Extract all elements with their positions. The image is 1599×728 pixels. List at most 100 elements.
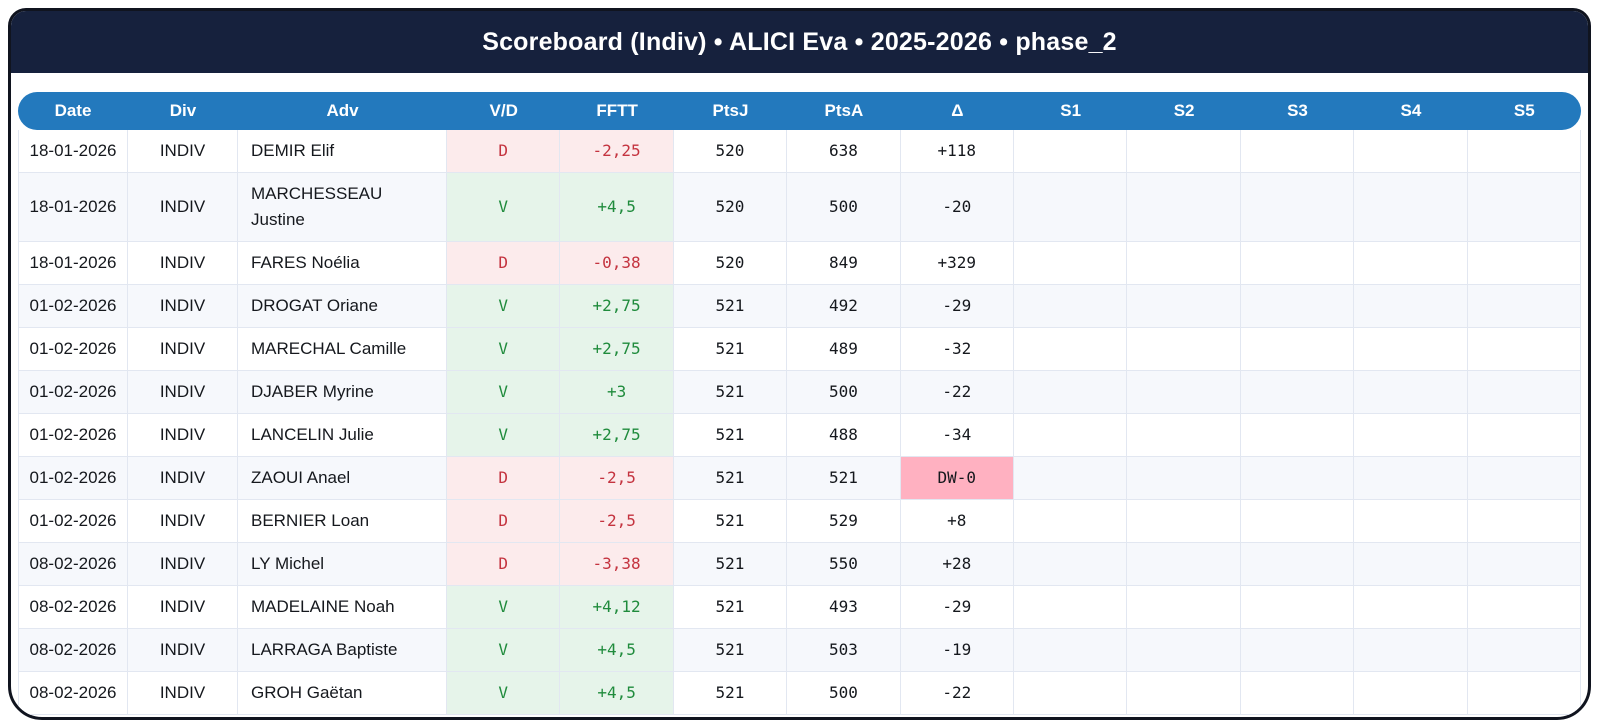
cell-date: 18-01-2026 bbox=[18, 173, 128, 242]
cell-s5 bbox=[1467, 629, 1581, 672]
cell-vd: V bbox=[447, 285, 561, 328]
cell-adv: MARECHAL Camille bbox=[238, 328, 447, 371]
cell-s3 bbox=[1240, 242, 1355, 285]
column-header-vd: V/D bbox=[489, 101, 518, 120]
cell-s2 bbox=[1127, 414, 1241, 457]
cell-s1 bbox=[1014, 457, 1128, 500]
column-header-s4: S4 bbox=[1400, 101, 1422, 120]
cell-adv: MARCHESSEAU Justine bbox=[238, 173, 447, 242]
cell-fftt: +4,12 bbox=[560, 586, 674, 629]
cell-s2 bbox=[1127, 672, 1241, 715]
cell-vd: D bbox=[447, 457, 561, 500]
table-row: 08-02-2026 INDIV LY Michel D -3,38 521 5… bbox=[18, 543, 1581, 586]
cell-s1 bbox=[1014, 371, 1128, 414]
table-row: 01-02-2026 INDIV DJABER Myrine V +3 521 … bbox=[18, 371, 1581, 414]
cell-div: INDIV bbox=[128, 629, 238, 672]
cell-adv: LY Michel bbox=[238, 543, 447, 586]
table-row: 01-02-2026 INDIV DROGAT Oriane V +2,75 5… bbox=[18, 285, 1581, 328]
cell-date: 01-02-2026 bbox=[18, 328, 128, 371]
cell-ptsa: 849 bbox=[787, 242, 901, 285]
cell-div: INDIV bbox=[128, 586, 238, 629]
cell-s3 bbox=[1240, 457, 1355, 500]
cell-s2 bbox=[1127, 130, 1241, 173]
title-bar: Scoreboard (Indiv) • ALICI Eva • 2025-20… bbox=[11, 11, 1588, 73]
cell-date: 18-01-2026 bbox=[18, 242, 128, 285]
cell-fftt: +2,75 bbox=[560, 285, 674, 328]
cell-fftt: -2,5 bbox=[560, 457, 674, 500]
cell-date: 18-01-2026 bbox=[18, 130, 128, 173]
cell-s3 bbox=[1240, 672, 1355, 715]
cell-ptsa: 521 bbox=[787, 457, 901, 500]
cell-s1 bbox=[1014, 130, 1128, 173]
table-row: 08-02-2026 INDIV GROH Gaëtan V +4,5 521 … bbox=[18, 672, 1581, 715]
cell-s2 bbox=[1127, 173, 1241, 242]
cell-s5 bbox=[1467, 130, 1581, 173]
cell-delta: -22 bbox=[900, 672, 1014, 715]
column-header-div: Div bbox=[169, 101, 197, 120]
table-area: Date Div Adv V/D FFTT PtsJ PtsA Δ S1 S2 … bbox=[11, 73, 1588, 715]
cell-ptsj: 521 bbox=[673, 414, 788, 457]
cell-div: INDIV bbox=[128, 672, 238, 715]
cell-s4 bbox=[1354, 130, 1468, 173]
cell-s4 bbox=[1354, 457, 1468, 500]
cell-s4 bbox=[1354, 285, 1468, 328]
table-row: 01-02-2026 INDIV BERNIER Loan D -2,5 521… bbox=[18, 500, 1581, 543]
cell-s2 bbox=[1127, 629, 1241, 672]
cell-fftt: -2,25 bbox=[560, 130, 674, 173]
cell-date: 08-02-2026 bbox=[18, 586, 128, 629]
cell-ptsa: 638 bbox=[787, 130, 901, 173]
cell-fftt: -0,38 bbox=[560, 242, 674, 285]
cell-s3 bbox=[1240, 173, 1355, 242]
table-body: 18-01-2026 INDIV DEMIR Elif D -2,25 520 … bbox=[18, 130, 1581, 715]
cell-adv: LANCELIN Julie bbox=[238, 414, 447, 457]
column-header-s2: S2 bbox=[1173, 101, 1195, 120]
cell-s1 bbox=[1014, 543, 1128, 586]
cell-vd: V bbox=[447, 586, 561, 629]
cell-s3 bbox=[1240, 285, 1355, 328]
cell-ptsj: 521 bbox=[673, 457, 788, 500]
cell-adv: DROGAT Oriane bbox=[238, 285, 447, 328]
cell-s3 bbox=[1240, 328, 1355, 371]
cell-div: INDIV bbox=[128, 457, 238, 500]
cell-date: 01-02-2026 bbox=[18, 371, 128, 414]
cell-date: 08-02-2026 bbox=[18, 543, 128, 586]
cell-div: INDIV bbox=[128, 173, 238, 242]
cell-ptsj: 520 bbox=[673, 173, 788, 242]
cell-vd: V bbox=[447, 328, 561, 371]
cell-ptsj: 521 bbox=[673, 672, 788, 715]
cell-date: 08-02-2026 bbox=[18, 672, 128, 715]
cell-s2 bbox=[1127, 586, 1241, 629]
cell-delta: +329 bbox=[900, 242, 1014, 285]
cell-delta: -34 bbox=[900, 414, 1014, 457]
scoreboard-card: Scoreboard (Indiv) • ALICI Eva • 2025-20… bbox=[8, 8, 1591, 720]
cell-delta: +118 bbox=[900, 130, 1014, 173]
cell-s2 bbox=[1127, 543, 1241, 586]
cell-s5 bbox=[1467, 173, 1581, 242]
cell-div: INDIV bbox=[128, 130, 238, 173]
column-header-date: Date bbox=[54, 101, 92, 120]
cell-s2 bbox=[1127, 371, 1241, 414]
cell-delta: -29 bbox=[900, 586, 1014, 629]
cell-ptsa: 500 bbox=[787, 371, 901, 414]
cell-div: INDIV bbox=[128, 371, 238, 414]
cell-s1 bbox=[1014, 672, 1128, 715]
cell-ptsa: 503 bbox=[787, 629, 901, 672]
table-row: 01-02-2026 INDIV LANCELIN Julie V +2,75 … bbox=[18, 414, 1581, 457]
cell-s1 bbox=[1014, 500, 1128, 543]
cell-fftt: +4,5 bbox=[560, 672, 674, 715]
cell-div: INDIV bbox=[128, 543, 238, 586]
cell-s1 bbox=[1014, 242, 1128, 285]
column-header-s3: S3 bbox=[1287, 101, 1308, 120]
cell-ptsj: 521 bbox=[673, 543, 788, 586]
cell-s5 bbox=[1467, 457, 1581, 500]
cell-ptsj: 521 bbox=[673, 629, 788, 672]
cell-fftt: +2,75 bbox=[560, 414, 674, 457]
table-row: 08-02-2026 INDIV MADELAINE Noah V +4,12 … bbox=[18, 586, 1581, 629]
cell-div: INDIV bbox=[128, 500, 238, 543]
cell-fftt: +3 bbox=[560, 371, 674, 414]
cell-adv: DEMIR Elif bbox=[238, 130, 447, 173]
page-title: Scoreboard (Indiv) • ALICI Eva • 2025-20… bbox=[482, 27, 1117, 56]
cell-s4 bbox=[1354, 543, 1468, 586]
cell-s3 bbox=[1240, 586, 1355, 629]
cell-delta: -19 bbox=[900, 629, 1014, 672]
